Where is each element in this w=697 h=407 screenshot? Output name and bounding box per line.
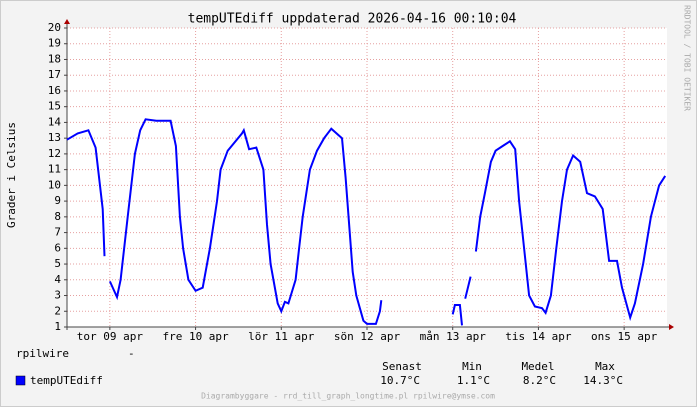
host-label: rpilwire — [16, 347, 69, 360]
y-axis-label: Grader i Celsius — [5, 122, 18, 228]
y-tick-label: 13 — [48, 131, 61, 144]
legend-label: tempUTEdiff — [30, 374, 103, 387]
x-arrow — [669, 324, 674, 330]
stats-header: Medel — [521, 360, 554, 373]
x-tick-label: tor 09 apr — [77, 330, 144, 343]
y-tick-label: 11 — [48, 163, 61, 176]
watermark: RRDTOOL / TOBI OETIKER — [683, 5, 692, 111]
y-tick-label: 17 — [48, 68, 61, 81]
y-tick-label: 3 — [54, 289, 61, 302]
x-tick-label: lör 11 apr — [248, 330, 315, 343]
y-tick-label: 8 — [54, 210, 61, 223]
y-tick-label: 18 — [48, 52, 61, 65]
y-tick-label: 15 — [48, 100, 61, 113]
data-line — [66, 118, 667, 326]
x-tick-label: tis 14 apr — [505, 330, 572, 343]
y-tick-label: 12 — [48, 147, 61, 160]
plot-layer — [67, 27, 667, 328]
y-arrow — [64, 19, 70, 24]
stats-value: 8.2°C — [523, 374, 556, 387]
x-tick-label: ons 15 apr — [591, 330, 658, 343]
y-tick-label: 9 — [54, 194, 61, 207]
y-tick-label: 14 — [48, 115, 62, 128]
legend-swatch — [15, 375, 26, 386]
y-tick-label: 19 — [48, 37, 61, 50]
x-tick-label: mån 13 apr — [420, 330, 487, 343]
y-tick-label: 1 — [54, 320, 61, 333]
y-tick-label: 16 — [48, 84, 61, 97]
stats-header: Min — [462, 360, 482, 373]
plot-area — [67, 28, 667, 327]
y-tick-label: 20 — [48, 21, 61, 34]
y-tick-label: 6 — [54, 241, 61, 254]
stats-value: 1.1°C — [457, 374, 490, 387]
y-tick-label: 2 — [54, 304, 61, 317]
x-tick-label: sön 12 apr — [334, 330, 401, 343]
stats-header: Senast — [382, 360, 422, 373]
footer: Diagrambyggare - rrd_till_graph_longtime… — [201, 392, 495, 401]
chart-title: tempUTEdiff uppdaterad 2026-04-16 00:10:… — [188, 12, 517, 27]
y-tick-label: 4 — [54, 273, 61, 286]
y-tick-label: 5 — [54, 257, 61, 270]
x-tick-label: fre 10 apr — [162, 330, 229, 343]
host-value: - — [128, 347, 135, 360]
y-tick-label: 10 — [48, 178, 61, 191]
stats-header: Max — [595, 360, 615, 373]
stats-value: 10.7°C — [380, 374, 420, 387]
y-tick-label: 7 — [54, 226, 61, 239]
stats-value: 14.3°C — [583, 374, 623, 387]
